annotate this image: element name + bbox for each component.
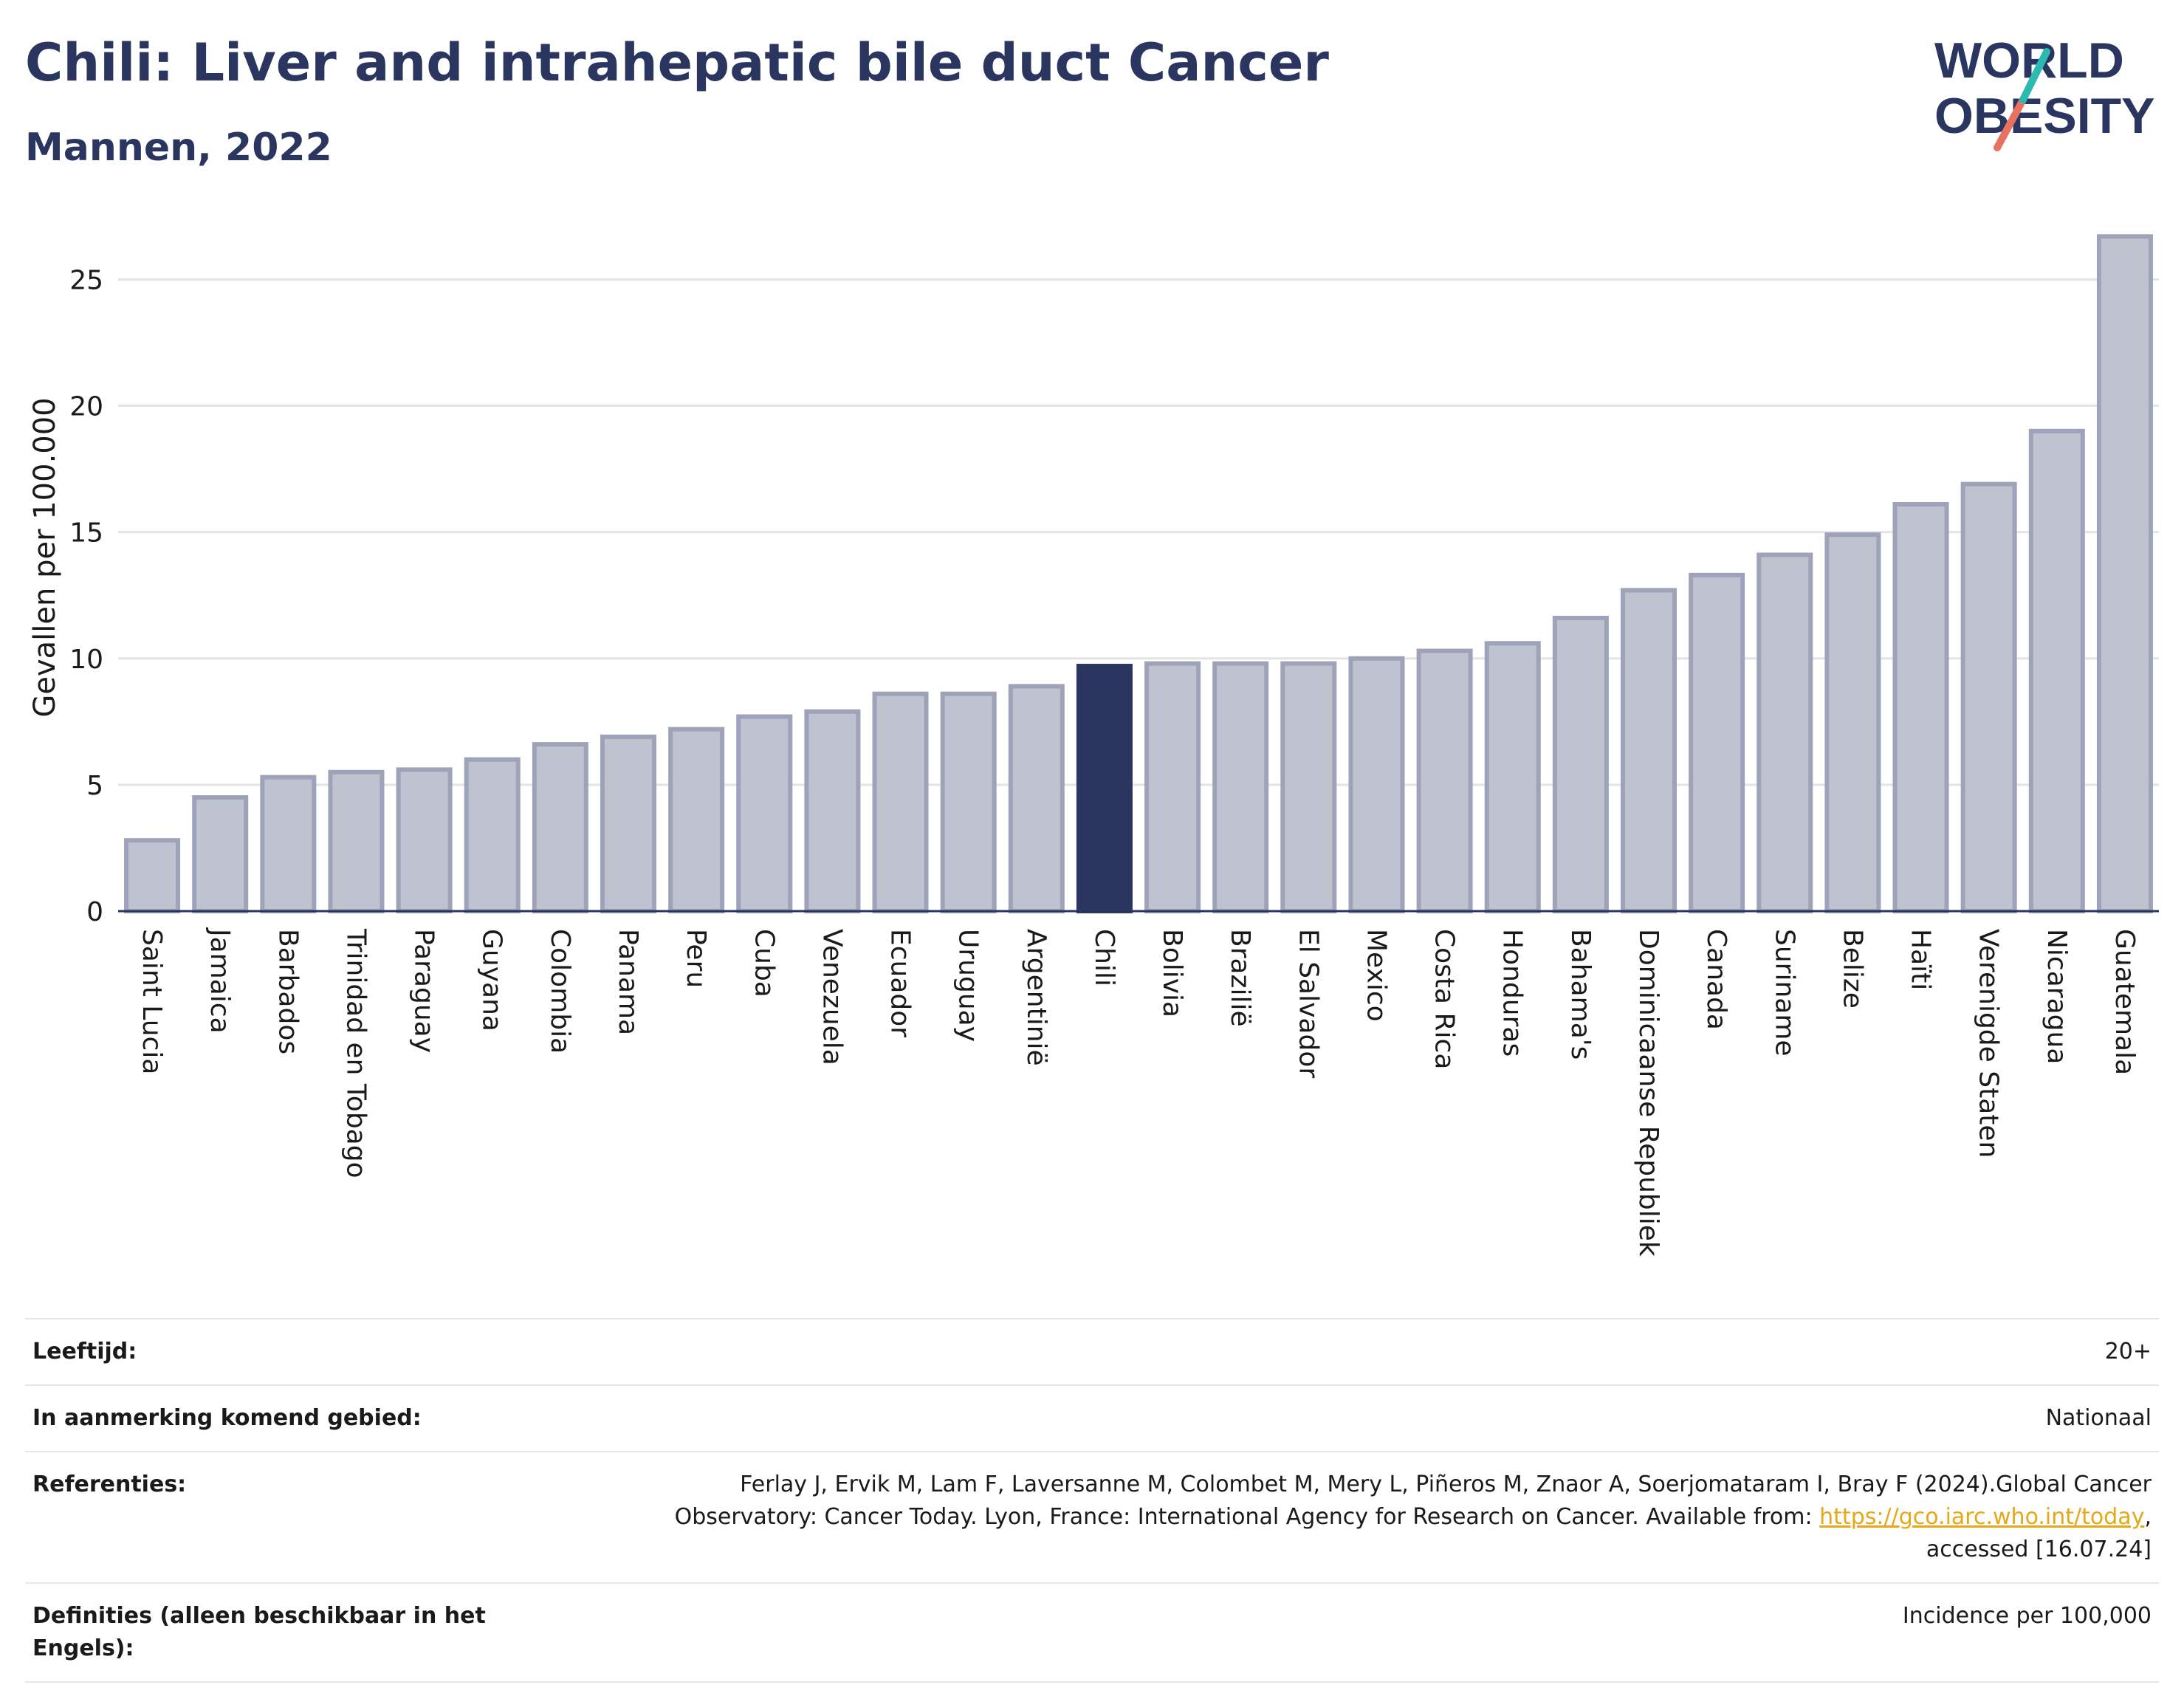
grid-lines bbox=[118, 278, 2159, 786]
bar-belize bbox=[1824, 532, 1881, 913]
bar-nicaragua bbox=[2028, 428, 2085, 913]
x-tick-label: Canada bbox=[1701, 929, 1731, 1030]
x-tick-label: Bolivia bbox=[1157, 929, 1187, 1017]
bar-trinidad-en-tobago bbox=[328, 769, 385, 914]
age-value: 20+ bbox=[2104, 1339, 2152, 1364]
bar-mexico bbox=[1348, 656, 1405, 913]
bar-jamaica bbox=[192, 795, 249, 913]
bar-bolivia bbox=[1144, 661, 1201, 913]
bar-el-salvador bbox=[1280, 661, 1337, 913]
x-tick-label: Mexico bbox=[1361, 929, 1391, 1022]
x-tick-label: Venezuela bbox=[817, 929, 847, 1065]
x-tick-label: Panama bbox=[613, 929, 643, 1035]
definitions-value: Incidence per 100,000 bbox=[1902, 1603, 2152, 1629]
references-value: Ferlay J, Ervik M, Lam F, Laversanne M, … bbox=[675, 1469, 2152, 1566]
bar-colombia bbox=[532, 742, 588, 914]
bar-ecuador bbox=[872, 691, 929, 913]
bar-verenigde-staten bbox=[1960, 481, 2017, 913]
y-tick-label: 20 bbox=[69, 392, 103, 422]
x-tick-label: Barbados bbox=[272, 929, 303, 1054]
bar-cuba bbox=[736, 714, 793, 913]
x-tick-label: Guatemala bbox=[2109, 929, 2140, 1075]
x-tick-label: Belize bbox=[1837, 929, 1867, 1009]
bar-suriname bbox=[1757, 552, 1813, 913]
y-tick-label: 0 bbox=[86, 897, 103, 927]
x-tick-label: Saint Lucia bbox=[137, 929, 167, 1074]
y-tick-label: 10 bbox=[69, 645, 103, 675]
bar-venezuela bbox=[804, 709, 861, 914]
x-tick-label: Dominicaanse Republiek bbox=[1633, 929, 1663, 1257]
references-label: Referenties: bbox=[32, 1472, 187, 1497]
ref-text-1: Ferlay J, Ervik M, Lam F, Laversanne M, … bbox=[740, 1472, 2152, 1497]
x-tick-label: Argentinië bbox=[1021, 929, 1051, 1066]
x-tick-label: Suriname bbox=[1769, 929, 1799, 1057]
info-row-definitions: Definities (alleen beschikbaar in het En… bbox=[25, 1582, 2159, 1683]
x-tick-label: Uruguay bbox=[953, 929, 983, 1042]
logo-line2: OBESITY bbox=[1934, 88, 2155, 144]
definitions-label: Definities (alleen beschikbaar in het En… bbox=[32, 1603, 486, 1661]
x-tick-label: Chili bbox=[1089, 929, 1119, 986]
bar-honduras bbox=[1484, 641, 1541, 913]
bar-bahama-s bbox=[1552, 616, 1609, 913]
info-table: Leeftijd: 20+ In aanmerking komend gebie… bbox=[25, 1318, 2159, 1683]
bar-canada bbox=[1689, 572, 1745, 913]
bars bbox=[124, 234, 2153, 914]
bar-guatemala bbox=[2096, 234, 2153, 913]
x-tick-label: El Salvador bbox=[1293, 929, 1323, 1078]
x-tick-label: Honduras bbox=[1497, 929, 1528, 1057]
x-tick-label: Colombia bbox=[545, 929, 575, 1054]
x-tick-label: Guyana bbox=[477, 929, 507, 1031]
x-tick-label: Costa Rica bbox=[1429, 929, 1460, 1069]
x-tick-label: Peru bbox=[681, 929, 711, 988]
ref-text-2: Observatory: Cancer Today. Lyon, France:… bbox=[674, 1504, 1820, 1530]
y-tick-label: 25 bbox=[69, 265, 103, 295]
x-tick-label: Brazilië bbox=[1225, 929, 1255, 1027]
bar-uruguay bbox=[940, 691, 997, 913]
ref-link[interactable]: https://gco.iarc.who.int/today bbox=[1819, 1504, 2145, 1530]
ref-text-3: , bbox=[2144, 1504, 2152, 1530]
bar-saint-lucia bbox=[124, 838, 181, 913]
bar-argentini- bbox=[1008, 684, 1065, 914]
info-row-age: Leeftijd: 20+ bbox=[25, 1318, 2159, 1384]
x-tick-label: Nicaragua bbox=[2042, 929, 2072, 1064]
bar-dominicaanse-republiek bbox=[1620, 588, 1678, 914]
bar-barbados bbox=[260, 775, 317, 913]
info-row-area: In aanmerking komend gebied: Nationaal bbox=[25, 1384, 2159, 1451]
bar-brazili- bbox=[1212, 661, 1269, 913]
bar-chili bbox=[1076, 664, 1133, 913]
x-tick-label: Paraguay bbox=[409, 929, 439, 1053]
x-tick-label: Ecuador bbox=[885, 929, 916, 1037]
area-value: Nationaal bbox=[2045, 1405, 2152, 1431]
y-tick-label: 15 bbox=[69, 518, 103, 549]
logo-slash-upper bbox=[2019, 48, 2050, 103]
bar-ha-ti bbox=[1892, 502, 1949, 913]
world-obesity-logo: WORLD OBESITY bbox=[1934, 32, 2155, 151]
bar-costa-rica bbox=[1416, 648, 1473, 913]
ref-text-4: accessed [16.07.24] bbox=[1926, 1537, 2152, 1562]
chart-subtitle: Mannen, 2022 bbox=[25, 126, 332, 170]
y-axis-label: Gevallen per 100.000 bbox=[28, 397, 62, 717]
bar-peru bbox=[668, 727, 725, 913]
bar-paraguay bbox=[396, 767, 453, 914]
bar-chart: 0 5 10 15 20 25 Saint Lucia Jamaica Barbados Trin… bbox=[28, 234, 2159, 1257]
x-tick-label: Trinidad en Tobago bbox=[340, 928, 371, 1178]
logo-slash-lower bbox=[1994, 96, 2027, 151]
x-tick-label: Cuba bbox=[749, 929, 779, 998]
bar-guyana bbox=[464, 757, 521, 913]
info-row-references: Referenties: Ferlay J, Ervik M, Lam F, L… bbox=[25, 1451, 2159, 1582]
bar-panama bbox=[600, 734, 657, 913]
chart-title: Chili: Liver and intrahepatic bile duct … bbox=[25, 32, 1329, 93]
x-tick-label: Bahama's bbox=[1565, 929, 1596, 1060]
x-tick-label: Jamaica bbox=[205, 927, 235, 1034]
area-label: In aanmerking komend gebied: bbox=[32, 1405, 422, 1431]
age-label: Leeftijd: bbox=[32, 1339, 137, 1364]
axes: 0 5 10 15 20 25 Saint Lucia Jamaica Barbados Trin… bbox=[69, 265, 2159, 1257]
y-tick-label: 5 bbox=[86, 771, 103, 801]
x-tick-label: Verenigde Staten bbox=[1974, 929, 2004, 1158]
x-tick-label: Haïti bbox=[1906, 929, 1936, 990]
